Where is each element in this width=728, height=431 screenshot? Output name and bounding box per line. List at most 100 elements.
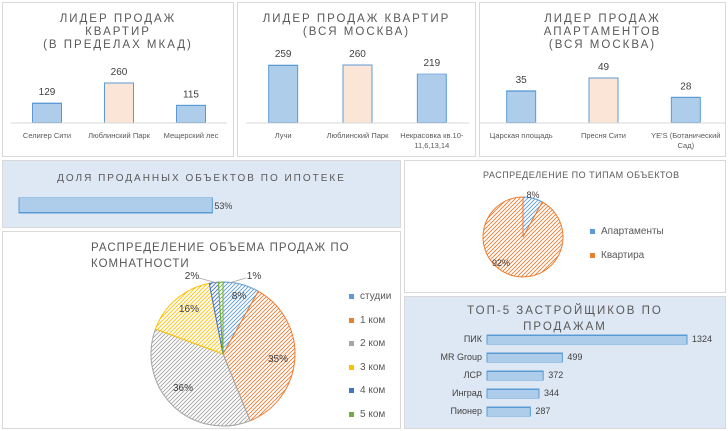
- chart-mortgage-share: 53%: [18, 197, 232, 214]
- panel-title: Лидер продаж квартир (вся Москва): [262, 13, 451, 38]
- data-label: 219: [423, 58, 440, 69]
- category-label: Некрасовка кв.10-: [400, 131, 464, 140]
- category-label: Лучи: [275, 131, 292, 140]
- bar: [670, 96, 701, 124]
- data-label: 1324: [692, 334, 712, 344]
- bar: [486, 388, 540, 399]
- legend-swatch: [590, 228, 595, 234]
- panel-title: Доля проданных объектов по ипотеке: [57, 173, 346, 184]
- legend-item: 4 ком: [349, 379, 391, 403]
- legend-label: 2 ком: [360, 338, 386, 350]
- legend-label: Апартаменты: [601, 225, 664, 237]
- bar: [104, 82, 134, 124]
- legend-label: 4 ком: [360, 385, 386, 397]
- legend-swatch: [349, 341, 354, 347]
- category-label: ЛСР: [464, 370, 482, 380]
- leader-line: [228, 277, 247, 284]
- chart-leader-apartments: 35 Царская площадь 49 Пресня Сити 28 YE'S (Бо…: [480, 62, 725, 150]
- panel-object-types: Распределение по типам объектов 8% 92% Ап…: [404, 160, 726, 293]
- chart-rooms-distribution: 8% 35% 36% 16% 2% 1%: [150, 271, 296, 427]
- category-label: Сад): [678, 141, 695, 150]
- legend-label: Квартира: [601, 249, 645, 261]
- legend-item: Квартира: [590, 243, 664, 267]
- legend-swatch: [349, 364, 354, 370]
- data-label: 92%: [492, 258, 510, 268]
- category-label: ПИК: [464, 334, 483, 344]
- legend-swatch: [349, 294, 354, 300]
- data-label: 499: [567, 352, 582, 362]
- bar: [506, 90, 537, 124]
- panel-leader-moscow: Лидер продаж квартир (вся Москва) 259 Луч…: [237, 2, 476, 157]
- panel-leader-mkad: Лидер продаж квартир (в пределах МКАД) 1…: [2, 2, 234, 157]
- category-label: Мещерский лес: [164, 131, 219, 140]
- category-label: Инград: [452, 388, 483, 398]
- data-label: 8%: [526, 190, 539, 200]
- data-label: 259: [275, 49, 292, 60]
- bar: [342, 64, 373, 124]
- legend-item: Апартаменты: [590, 219, 664, 243]
- legend-label: 3 ком: [360, 361, 386, 373]
- bar: [486, 406, 531, 417]
- data-label: 1%: [247, 271, 262, 282]
- data-label: 28: [680, 81, 692, 92]
- category-label: 11,6,13,14: [414, 141, 449, 150]
- bar: [268, 64, 299, 124]
- data-label: 344: [544, 388, 559, 398]
- panel-title: Распределение объема продаж по комнатнос…: [91, 242, 350, 270]
- data-label: 53%: [214, 201, 232, 211]
- category-label: YE'S (Ботанический: [651, 131, 720, 140]
- bar: [486, 352, 563, 363]
- data-label: 36%: [173, 383, 193, 394]
- legend-item: 1 ком: [349, 309, 391, 333]
- category-label: Селигер Сити: [23, 131, 71, 140]
- bar: [588, 77, 619, 124]
- legend-label: студии: [360, 291, 392, 303]
- category-label: Люблинский Парк: [88, 131, 150, 140]
- panel-mortgage-share: Доля проданных объектов по ипотеке 53%: [2, 160, 401, 228]
- legend-label: 5 ком: [360, 408, 386, 420]
- data-label: 16%: [179, 304, 199, 315]
- panel-title: Лидер продаж квартир (в пределах МКАД): [43, 13, 193, 51]
- panel-title: Распределение по типам объектов: [483, 170, 680, 180]
- legend-swatch: [349, 411, 354, 417]
- bar: [486, 370, 544, 381]
- category-label: Люблинский Парк: [327, 131, 389, 140]
- legend-swatch: [590, 252, 595, 258]
- data-label: 35: [516, 75, 528, 86]
- data-label: 129: [39, 87, 56, 98]
- data-label: 115: [183, 89, 199, 100]
- data-label: 260: [349, 49, 366, 60]
- data-label: 2%: [185, 271, 200, 282]
- panel-title: Топ-5 застройщиков по продажам: [467, 305, 663, 333]
- bar: [18, 197, 213, 214]
- pie-slice: [217, 281, 224, 355]
- category-label: Царская площадь: [490, 131, 553, 140]
- data-label: 287: [535, 406, 550, 416]
- data-label: 35%: [268, 354, 288, 365]
- legend-rooms: студии 1 ком 2 ком 3 ком 4 ком 5 ком: [349, 285, 391, 426]
- chart-top-developers: ПИК 1324 MR Group 499 ЛСР 372 Инград 344 Пионер 2…: [440, 334, 712, 417]
- pie-slice: [222, 290, 296, 422]
- leader-line: [198, 277, 218, 284]
- chart-object-types: 8% 92%: [482, 190, 564, 278]
- category-label: Пресня Сити: [581, 131, 626, 140]
- data-label: 260: [111, 67, 128, 78]
- legend-label: 1 ком: [360, 314, 386, 326]
- legend-item: студии: [349, 285, 391, 309]
- category-label: MR Group: [440, 352, 482, 362]
- legend-item: 2 ком: [349, 332, 391, 356]
- panel-rooms-distribution: Распределение объема продаж по комнатнос…: [2, 231, 401, 429]
- category-label: Пионер: [451, 406, 482, 416]
- legend-object-types: Апартаменты Квартира: [590, 219, 664, 267]
- pie-slice: [150, 328, 251, 427]
- legend-item: 5 ком: [349, 403, 391, 427]
- data-label: 372: [548, 370, 563, 380]
- pie-slice: [482, 196, 564, 278]
- bar: [32, 102, 62, 124]
- panel-title: Лидер продаж апартаментов (вся Москва): [543, 13, 662, 51]
- chart-leader-moscow: 259 Лучи 260 Люблинский Парк 219 Некрасовка к…: [246, 49, 469, 150]
- bar: [176, 104, 206, 124]
- panel-top-developers: Топ-5 застройщиков по продажам ПИК 1324 MR…: [404, 296, 726, 429]
- data-label: 8%: [232, 291, 247, 302]
- pie-slice: [154, 282, 224, 355]
